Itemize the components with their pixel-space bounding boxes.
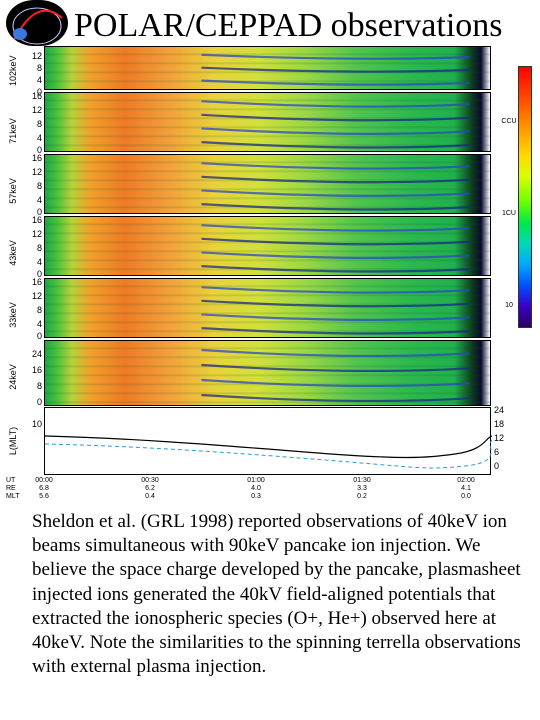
- panel-label: 57keV: [8, 178, 18, 204]
- spectrogram-panel-33kev: [44, 278, 491, 338]
- panel-ticks: 16 12 8 4 0: [31, 153, 42, 217]
- ion-beam-streak: [201, 237, 470, 246]
- x-tick-re: 6.2: [145, 485, 155, 492]
- ion-beam-streak: [201, 224, 470, 232]
- panel-label: 24keV: [8, 364, 18, 390]
- ion-beam-streak: [201, 175, 470, 184]
- ion-beam-streak: [201, 53, 470, 60]
- ion-beam-streak: [201, 79, 470, 86]
- x-tick-mlt: 0.4: [145, 493, 155, 500]
- ion-beam-streak: [201, 363, 470, 373]
- ion-beam-streak: [201, 393, 470, 403]
- x-tick-time: 00:00: [35, 477, 53, 484]
- ion-beam-streak: [201, 127, 470, 135]
- ion-beam-streak: [201, 299, 470, 308]
- mlt-value-line: [45, 439, 492, 469]
- x-row-label: UT: [6, 477, 16, 484]
- line-panel-label: L(MLT): [8, 426, 18, 456]
- panel-ticks: 16 12 8 4 0: [31, 91, 42, 155]
- panel-label: 71keV: [8, 118, 18, 144]
- line-panel-left-ticks: 10: [31, 419, 42, 429]
- ion-beam-streak: [201, 378, 470, 388]
- x-row-label: RE: [6, 485, 16, 492]
- panel-label: 102keV: [8, 55, 18, 86]
- ion-beam-streak: [201, 162, 470, 170]
- ion-beam-streak: [201, 326, 470, 335]
- x-tick-re: 3.3: [357, 485, 367, 492]
- ion-beam-streak: [201, 348, 470, 358]
- spectrogram-panel-57kev: [44, 154, 491, 214]
- panel-label: 33keV: [8, 302, 18, 328]
- spectrogram-figure: 102keV 12 8 4 0 71keV 16 12 8 4 0 57keV …: [0, 44, 540, 514]
- x-tick-mlt: 5.6: [39, 493, 49, 500]
- x-tick-time: 00:30: [141, 477, 159, 484]
- caption-text: Sheldon et al. (GRL 1998) reported obser…: [32, 511, 521, 678]
- x-tick-time: 01:30: [353, 477, 371, 484]
- x-tick-re: 4.1: [461, 485, 471, 492]
- l-mlt-line-plot: [44, 407, 492, 475]
- page-title: POLAR/CEPPAD observations: [74, 7, 503, 44]
- x-tick-time: 01:00: [247, 477, 265, 484]
- x-tick-mlt: 0.0: [461, 493, 471, 500]
- line-panel-right-ticks: 24 18 12 6 0: [494, 405, 505, 471]
- panel-label: 43keV: [8, 240, 18, 266]
- ion-beam-streak: [201, 189, 470, 197]
- x-row-label: MLT: [6, 493, 20, 500]
- panel-ticks: 12 8 4 0: [31, 51, 42, 97]
- x-tick-mlt: 0.3: [251, 493, 261, 500]
- ion-beam-streak: [201, 140, 470, 149]
- ion-beam-streak: [201, 251, 470, 259]
- x-tick-mlt: 0.2: [357, 493, 367, 500]
- ion-beam-streak: [201, 264, 470, 273]
- spectrogram-panel-43kev: [44, 216, 491, 276]
- l-value-line: [45, 435, 492, 459]
- x-tick-time: 02:00: [457, 477, 475, 484]
- ion-beam-streak: [201, 202, 470, 211]
- spectrogram-panel-24kev: [44, 340, 491, 406]
- spectrogram-panel-71kev: [44, 92, 491, 152]
- colorbar-tick: 10: [505, 302, 513, 309]
- x-tick-re: 6.8: [39, 485, 49, 492]
- polar-orbit-logo: [6, 0, 68, 46]
- colorbar-tick: CCU: [501, 118, 517, 125]
- ion-beam-streak: [201, 286, 470, 294]
- colorbar: [518, 66, 532, 328]
- panel-ticks: 24 16 8 0: [31, 349, 42, 407]
- ion-beam-streak: [201, 313, 470, 321]
- ion-beam-streak: [201, 113, 470, 122]
- x-tick-re: 4.0: [251, 485, 261, 492]
- colorbar-tick: 1CU: [501, 210, 516, 217]
- panel-ticks: 16 12 8 4 0: [31, 277, 42, 341]
- panel-ticks: 16 12 8 4 0: [31, 215, 42, 279]
- ion-beam-streak: [201, 66, 470, 73]
- spectrogram-panel-102kev: [44, 46, 491, 90]
- ion-beam-streak: [201, 100, 470, 108]
